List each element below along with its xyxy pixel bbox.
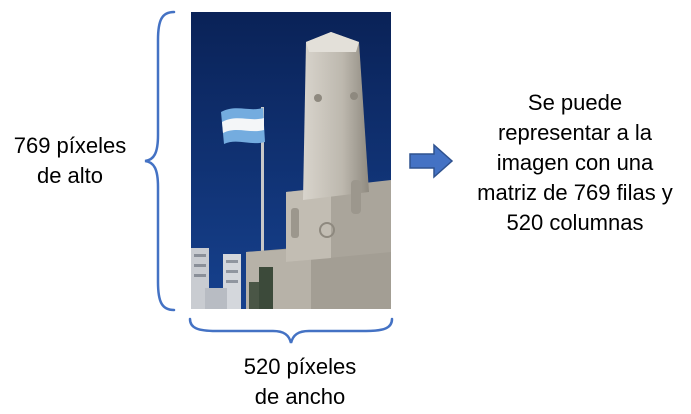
image-width-line-1: 520 píxeles xyxy=(243,354,357,379)
matrix-description-line-3: imagen con una xyxy=(496,150,654,175)
width-brace-path xyxy=(188,317,394,344)
width-brace xyxy=(188,316,394,346)
image-height-line-2: de alto xyxy=(36,163,104,188)
matrix-description-line-4: matriz de 769 filas y xyxy=(477,180,673,205)
matrix-description: Se puede representar a la imagen con una… xyxy=(470,88,680,238)
matrix-description-line-5: 520 columnas xyxy=(506,210,644,235)
matrix-description-line-1: Se puede xyxy=(527,90,623,115)
matrix-description-line-2: representar a la xyxy=(497,120,653,145)
image-width-label: 520 píxeles de ancho xyxy=(210,352,390,412)
height-brace xyxy=(142,10,178,312)
image-height-line-1: 769 píxeles xyxy=(13,133,127,158)
monument-photo xyxy=(191,12,391,309)
height-brace-path xyxy=(144,10,176,312)
image-width-line-2: de ancho xyxy=(254,384,346,409)
right-arrow-icon xyxy=(408,143,454,179)
image-height-label: 769 píxeles de alto xyxy=(0,131,140,191)
